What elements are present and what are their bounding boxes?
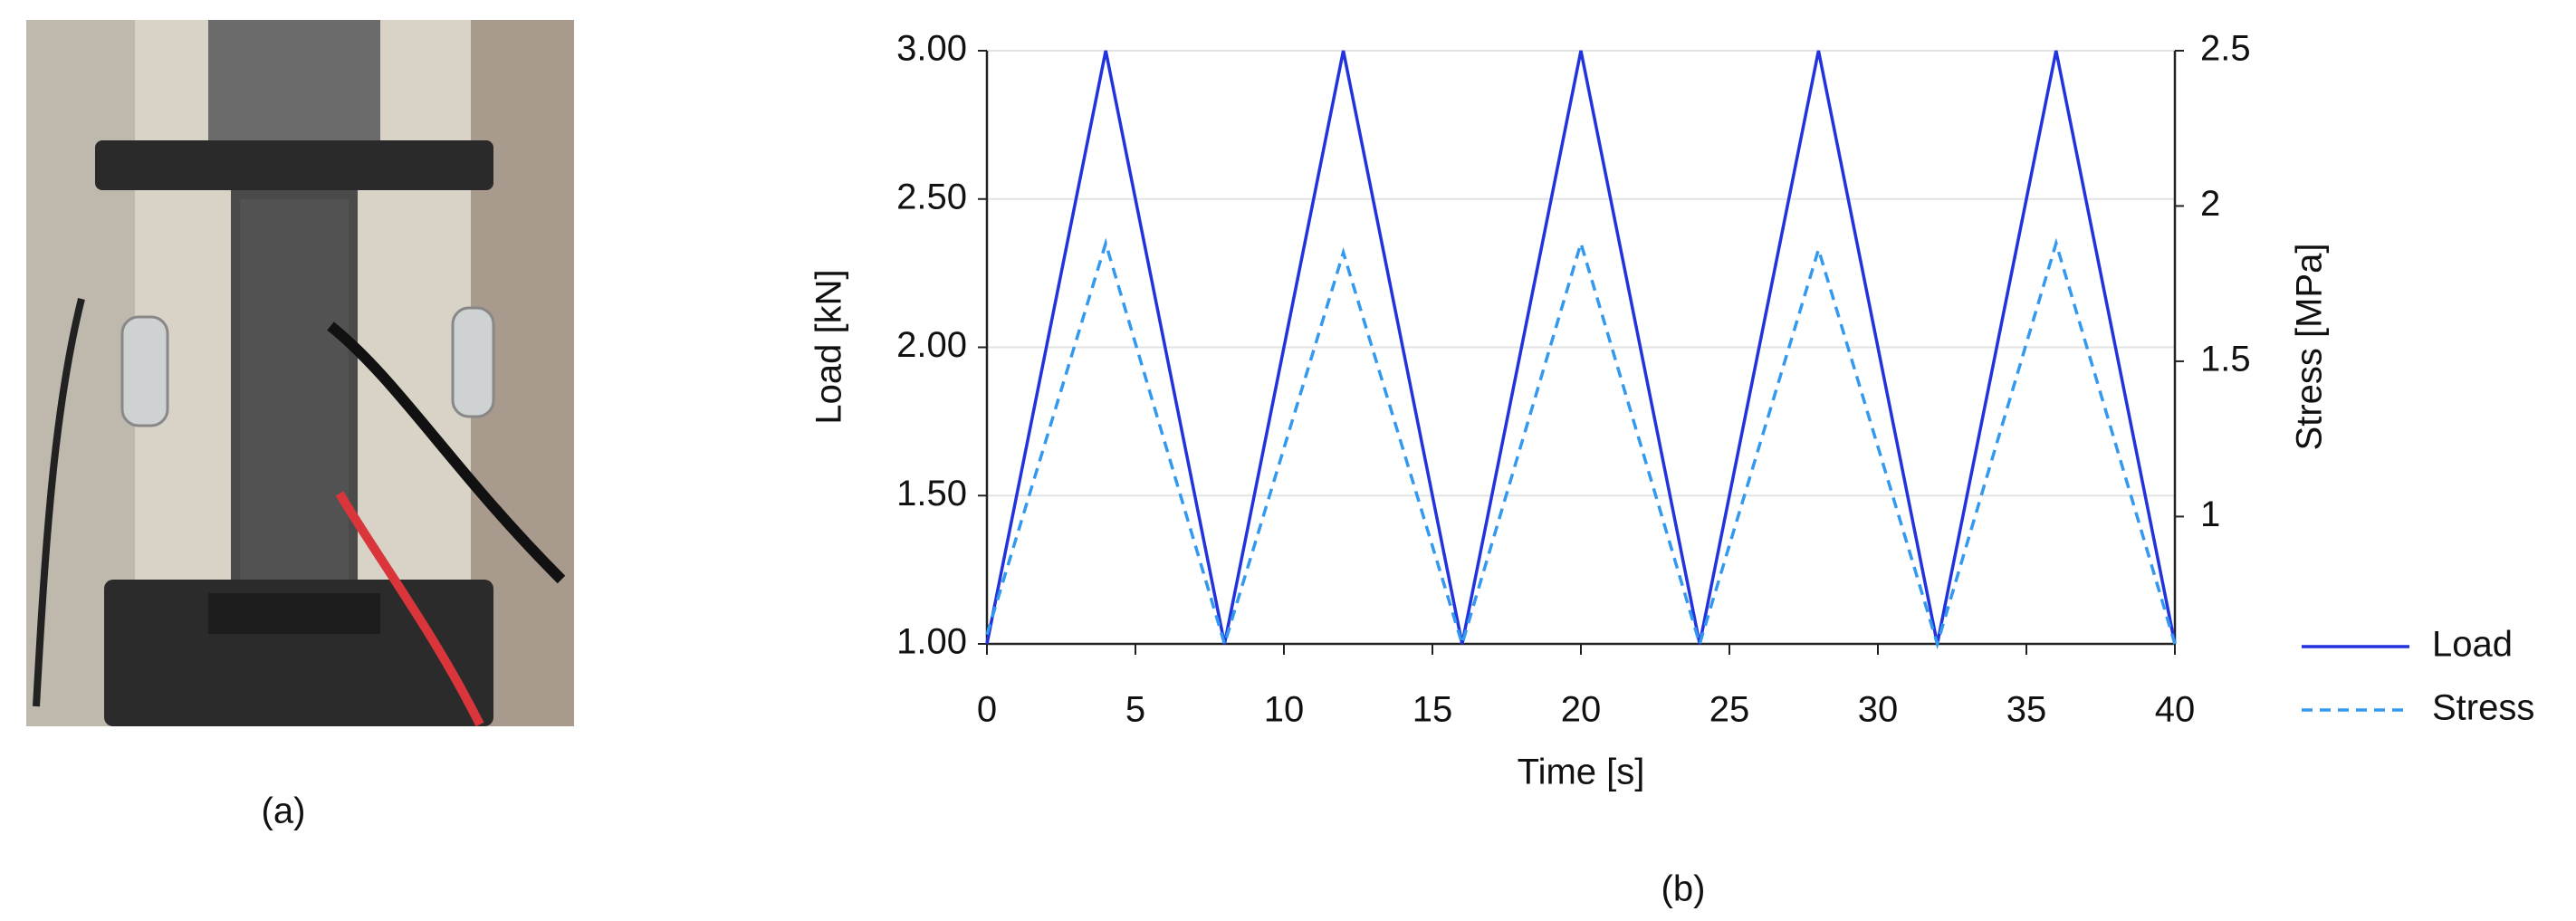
y-tick-label: 1.50 <box>896 474 967 513</box>
photo <box>26 20 574 727</box>
y-tick-label: 2.00 <box>896 325 967 365</box>
x-tick-label: 15 <box>1412 690 1453 730</box>
x-tick-label: 20 <box>1561 690 1602 730</box>
photo-upper-head <box>208 20 380 147</box>
photo-cable-left <box>33 298 85 707</box>
photo-base-plate <box>208 593 380 634</box>
series-line <box>985 237 2177 650</box>
legend-label: Load <box>2432 625 2513 665</box>
photo-lower-platen <box>104 580 493 726</box>
y-axis-title: Load [kN] <box>809 269 849 424</box>
y2-tick-label: 1.5 <box>2200 339 2251 379</box>
x-tick-label: 35 <box>2006 690 2047 730</box>
x-tick-label: 40 <box>2155 690 2196 730</box>
x-axis-title: Time [s] <box>1518 753 1645 792</box>
x-tick-label: 25 <box>1709 690 1750 730</box>
photo-cable-red <box>335 491 484 727</box>
legend-label: Stress <box>2432 688 2534 728</box>
photo-cable-black <box>327 321 566 584</box>
y2-tick-label: 1 <box>2200 494 2220 534</box>
y-tick-label: 3.00 <box>896 29 967 69</box>
photo-specimen-texture <box>240 199 349 598</box>
series-line <box>985 50 2177 645</box>
y2-tick-label: 2.5 <box>2200 29 2251 69</box>
x-tick-label: 5 <box>1125 690 1145 730</box>
y-tick-label: 1.00 <box>896 622 967 662</box>
x-tick-label: 0 <box>977 690 997 730</box>
photo-gauge-right <box>451 306 495 418</box>
photo-upper-platen <box>95 140 493 190</box>
caption-b: (b) <box>1661 869 1706 909</box>
y-tick-label: 2.50 <box>896 177 967 216</box>
x-tick-label: 30 <box>1858 690 1899 730</box>
photo-gauge-left <box>120 315 169 427</box>
x-tick-label: 10 <box>1264 690 1305 730</box>
y2-tick-label: 2 <box>2200 184 2220 224</box>
y2-axis-title: Stress [MPa] <box>2290 244 2330 451</box>
caption-a: (a) <box>262 791 306 831</box>
